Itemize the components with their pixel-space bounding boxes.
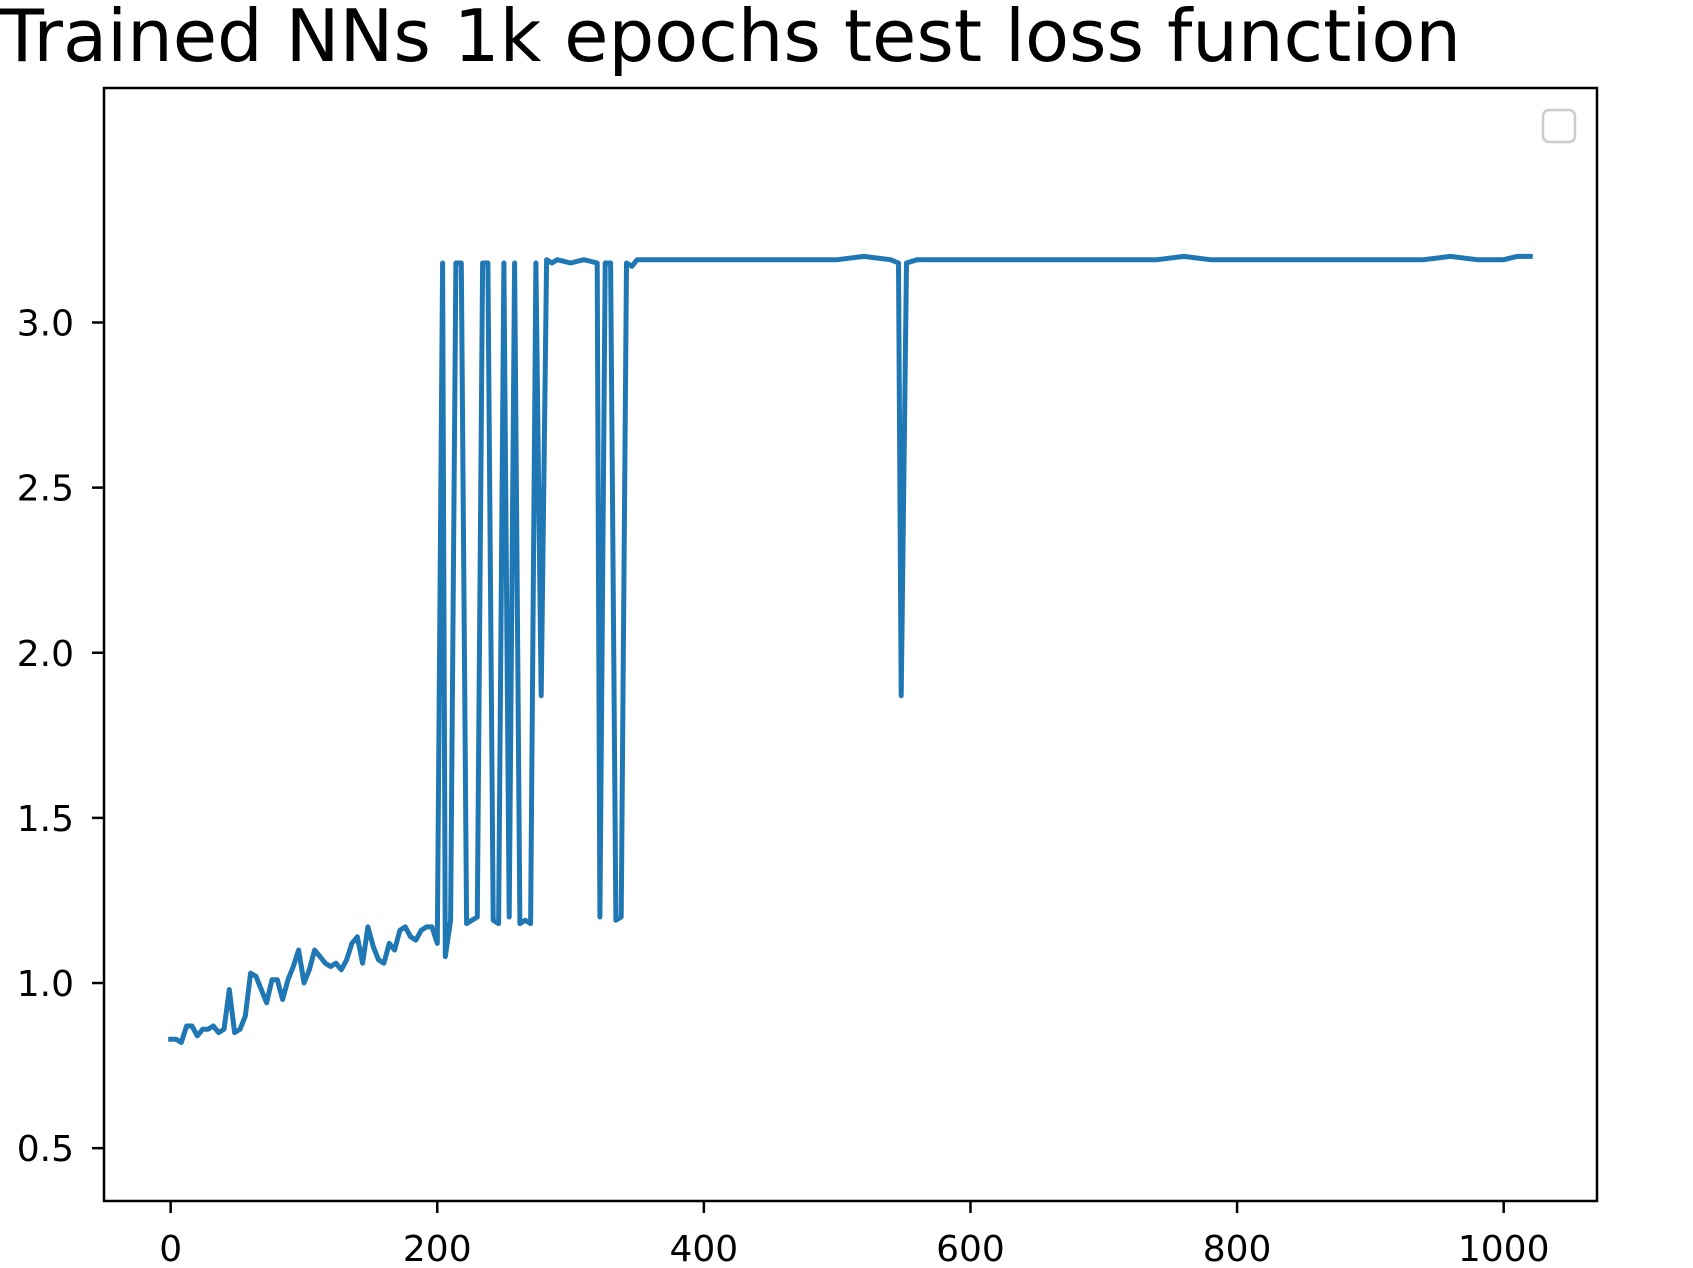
chart-title: Trained NNs 1k epochs test loss function	[0, 0, 1461, 78]
x-tick-label: 800	[1203, 1229, 1272, 1268]
x-tick-label: 0	[159, 1229, 182, 1268]
y-tick-label: 2.5	[17, 469, 74, 510]
x-axis: 0 200 400 600 800 1000	[159, 1201, 1550, 1268]
plot-area	[102, 86, 1599, 1203]
x-tick-label: 1000	[1458, 1229, 1550, 1268]
y-tick-label: 1.5	[17, 799, 74, 840]
y-tick-label: 2.0	[17, 634, 74, 675]
x-tick-label: 200	[403, 1229, 472, 1268]
x-tick-label: 400	[670, 1229, 739, 1268]
x-tick-label: 600	[936, 1229, 1005, 1268]
y-tick-label: 1.0	[17, 964, 74, 1005]
legend-box	[1541, 108, 1577, 144]
series-line	[168, 253, 1533, 1045]
y-tick-label: 0.5	[17, 1129, 74, 1170]
y-tick-label: 3.0	[17, 303, 74, 344]
y-axis: 0.5 1.0 1.5 2.0 2.5 3.0	[17, 303, 104, 1170]
